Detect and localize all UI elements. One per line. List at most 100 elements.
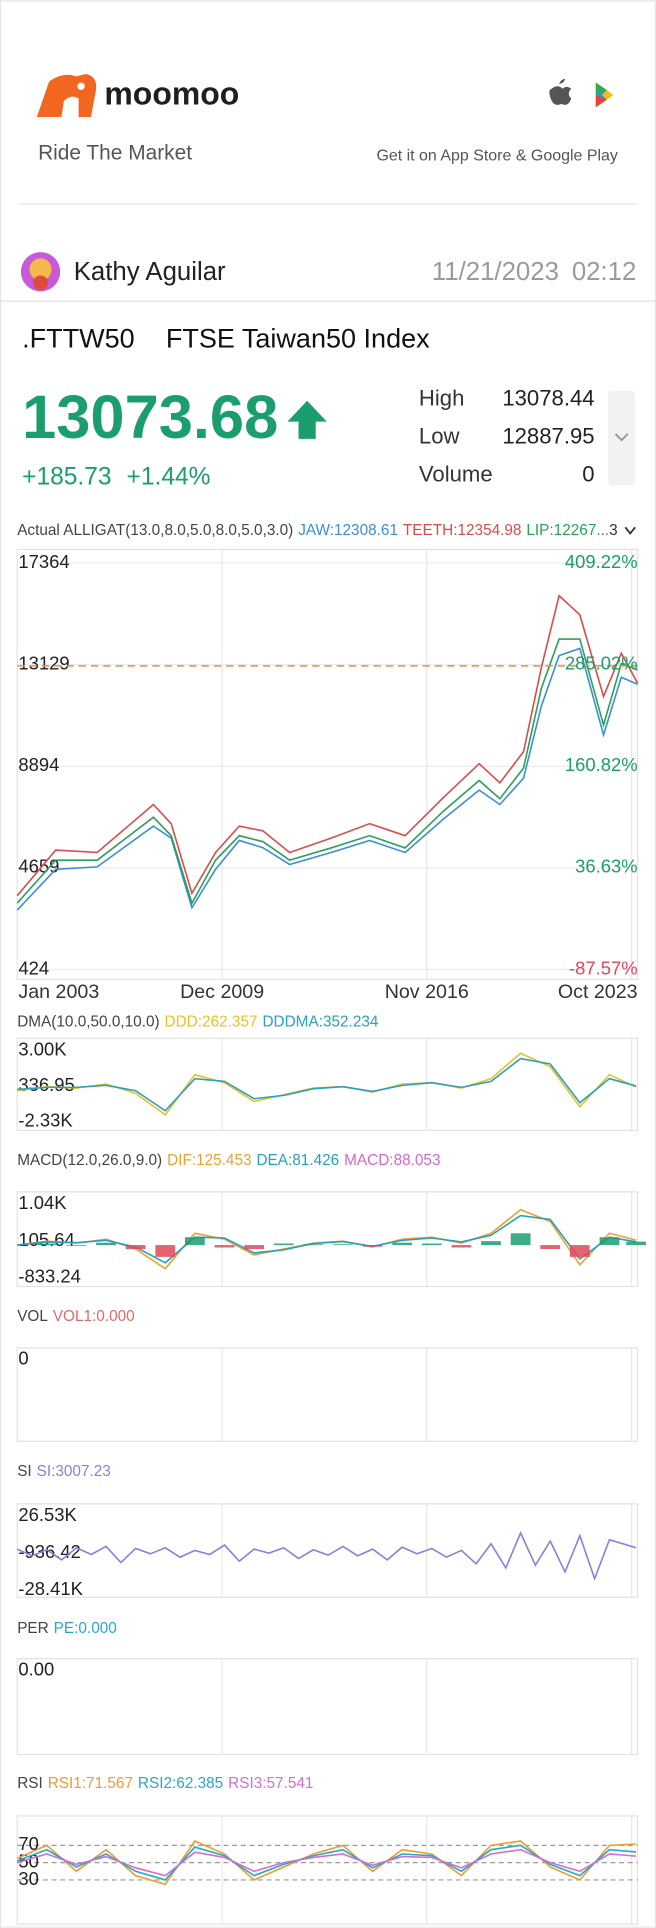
indicator-legend: RSI RSI1:71.567 RSI2:62.385 RSI3:57.541 (17, 1775, 313, 1792)
histogram-bar (626, 1241, 646, 1246)
indicator-legend: Actual ALLIGAT(13.0,8.0,5.0,8.0,5.0,3.0)… (17, 522, 617, 539)
y-tick-label: 8894 (18, 754, 59, 775)
y2-tick-label: 409.22% (565, 551, 638, 572)
stat-label: Volume (419, 462, 493, 487)
y-tick-label: -28.41K (18, 1578, 83, 1599)
expand-button[interactable] (608, 390, 636, 486)
indicator-legend: PER PE:0.000 (17, 1620, 117, 1637)
stat-value: 0 (582, 462, 594, 487)
legend-entry: RSI3:57.541 (228, 1775, 313, 1792)
indicator-legend: MACD(12.0,26.0,9.0) DIF:125.453 DEA:81.426… (17, 1152, 440, 1169)
legend-entry: DEA:81.426 (256, 1152, 339, 1169)
x-tick-label: Dec 2009 (180, 981, 264, 1003)
y-tick-label: 336.95 (18, 1074, 74, 1095)
histogram-bar (362, 1245, 383, 1247)
change: +185.73 (22, 464, 111, 491)
histogram-bar (451, 1245, 472, 1248)
y-tick-label: 30 (18, 1868, 38, 1889)
series-line (16, 1531, 637, 1581)
legend-entry: DDD:262.357 (165, 1013, 258, 1030)
tagline: Ride The Market (38, 141, 192, 164)
y-tick-label: -833.24 (18, 1266, 80, 1287)
y2-tick-label: 36.63% (575, 856, 637, 877)
y-tick-label: 17364 (18, 551, 69, 572)
series-line (17, 1214, 637, 1264)
legend-entry: RSI1:71.567 (48, 1775, 133, 1792)
google-play-icon[interactable] (595, 82, 614, 108)
change-percent: +1.44% (127, 464, 211, 491)
indicator-name: RSI (17, 1775, 43, 1792)
histogram-bar (36, 1243, 57, 1246)
x-tick-label: Nov 2016 (385, 981, 469, 1003)
y2-tick-label: 285.02% (565, 652, 638, 673)
series-line (16, 647, 638, 911)
legend-entry: JAW:12308.61 (298, 522, 398, 539)
histogram-bar (214, 1245, 235, 1248)
y-tick-label: -2.33K (18, 1110, 73, 1131)
histogram-bar (96, 1242, 116, 1246)
indicator-name: MACD(12.0,26.0,9.0) (17, 1152, 162, 1169)
y-tick-label: 13129 (18, 652, 69, 673)
legend-entry: MACD:88.053 (344, 1152, 440, 1169)
y-tick-label: 4659 (18, 856, 59, 877)
date: 11/21/2023 (432, 258, 559, 286)
price: 13073.68 (22, 383, 278, 452)
histogram-bar (569, 1245, 590, 1257)
indicator-legend: SI SI:3007.23 (17, 1463, 111, 1480)
y-tick-label: 70 (18, 1833, 38, 1854)
stat-value: 13078.44 (502, 385, 594, 410)
legend-entry: TEETH:12354.98 (403, 522, 522, 539)
indicator-name: Actual ALLIGAT(13.0,8.0,5.0,8.0,5.0,3.0) (17, 522, 293, 539)
y-tick-label: 424 (18, 957, 49, 978)
indicator-name: PER (17, 1620, 49, 1637)
symbol: .FTTW50 (22, 324, 135, 354)
histogram-bar (599, 1237, 620, 1246)
histogram-bar (125, 1245, 146, 1250)
indicator-menu[interactable] (624, 526, 636, 535)
up-arrow (287, 400, 327, 439)
histogram-bar (155, 1245, 176, 1257)
stat-label: Low (419, 423, 461, 448)
series-line (17, 1057, 637, 1112)
legend-entry: VOL1:0.000 (53, 1308, 135, 1325)
histogram-bar (392, 1242, 413, 1246)
histogram-bar (421, 1243, 442, 1246)
y-tick-label: 26.53K (18, 1504, 77, 1525)
indicator-name: SI (17, 1463, 32, 1480)
user-name: Kathy Aguilar (74, 258, 226, 286)
legend-entry: RSI2:62.385 (138, 1775, 223, 1792)
histogram-bar (185, 1237, 205, 1246)
brand-name: moomoo (104, 76, 239, 112)
y-tick-label: 0.00 (18, 1659, 54, 1680)
store-text[interactable]: Get it on App Store & Google Play (376, 148, 617, 165)
x-tick-label: Oct 2023 (558, 981, 638, 1003)
histogram-bar (333, 1244, 353, 1246)
instrument-name: FTSE Taiwan50 Index (166, 324, 430, 354)
series-line (16, 594, 639, 897)
indicator-legend: VOL VOL1:0.000 (17, 1308, 135, 1325)
stat-label: High (419, 385, 464, 410)
legend-entry: LIP:12267... (526, 522, 609, 539)
histogram-bar (273, 1243, 294, 1246)
histogram-bar (66, 1245, 87, 1246)
series-line (16, 1848, 637, 1877)
avatar (20, 252, 61, 292)
time: 02:12 (572, 258, 637, 286)
histogram-bar (481, 1241, 501, 1246)
indicator-name: VOL (17, 1308, 48, 1325)
histogram-bar (540, 1245, 561, 1250)
legend-entry: PE:0.000 (54, 1620, 117, 1637)
indicator-name: DMA(10.0,50.0,10.0) (17, 1013, 159, 1030)
y-tick-label: 3.00K (18, 1038, 67, 1059)
brand-logo (36, 73, 97, 117)
y2-tick-label: 160.82% (565, 754, 638, 775)
app-store-icon[interactable] (549, 78, 572, 105)
legend-entry: SI:3007.23 (37, 1463, 111, 1480)
stat-value: 12887.95 (502, 423, 594, 448)
legend-entry: DDDMA:352.234 (262, 1013, 378, 1030)
y-tick-label: 1.04K (18, 1192, 67, 1213)
x-tick-label: Jan 2003 (18, 981, 99, 1003)
y2-tick-label: -87.57% (569, 957, 638, 978)
